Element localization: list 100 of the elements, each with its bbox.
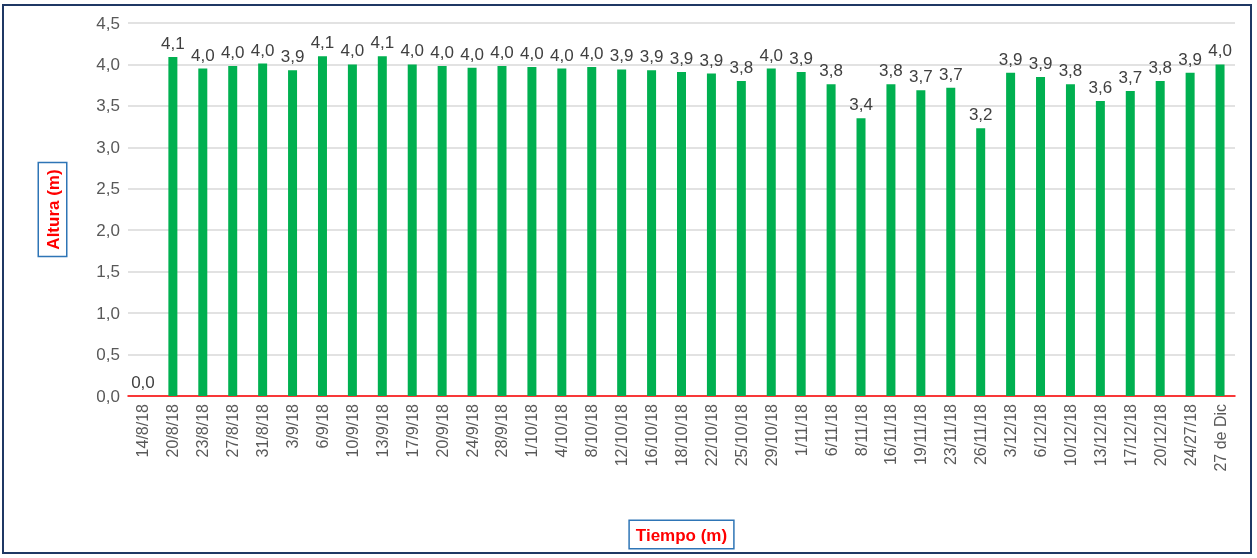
bar — [557, 68, 567, 396]
x-tick-label: 10/9/18 — [343, 403, 361, 458]
x-tick-label: 10/12/18 — [1061, 403, 1079, 467]
data-label: 3,7 — [1118, 67, 1143, 87]
data-label: 3,9 — [789, 48, 813, 68]
data-label: 3,9 — [1178, 49, 1202, 69]
x-tick-label: 31/8/18 — [254, 403, 272, 458]
bar — [1036, 76, 1046, 396]
bar — [467, 67, 477, 396]
data-label: 4,0 — [579, 43, 604, 63]
x-tick-label: 1/11/18 — [792, 403, 810, 457]
y-tick-label: 1,5 — [96, 262, 120, 282]
x-tick-label: 1/10/18 — [523, 403, 541, 458]
bar — [168, 56, 178, 396]
y-axis-title: Altura (m) — [44, 169, 63, 250]
x-tick-label: 16/10/18 — [643, 403, 661, 467]
data-label: 4,0 — [250, 40, 275, 60]
y-tick-label: 0,5 — [96, 345, 120, 365]
x-tick-label: 27 de Dic — [1211, 404, 1229, 472]
bar — [677, 71, 686, 396]
bar — [796, 71, 806, 396]
bar — [347, 64, 357, 396]
bar — [886, 84, 896, 396]
data-label: 3,7 — [938, 64, 963, 84]
data-label: 3,4 — [849, 95, 873, 115]
x-tick-label: 25/10/18 — [732, 403, 750, 467]
bar — [1006, 72, 1016, 396]
x-tick-label: 17/12/18 — [1121, 403, 1139, 467]
data-label: 4,0 — [759, 45, 784, 65]
data-label: 3,8 — [1148, 58, 1173, 78]
bar — [228, 66, 238, 396]
data-label: 3,9 — [998, 49, 1023, 69]
data-label: 3,9 — [1028, 53, 1053, 73]
data-label: 4,0 — [220, 43, 245, 63]
x-tick-label: 6/12/18 — [1032, 403, 1050, 458]
data-label: 4,1 — [370, 33, 395, 53]
bar — [1095, 100, 1105, 396]
bar — [1125, 90, 1135, 396]
data-label: 3,2 — [968, 105, 993, 125]
bar — [856, 118, 866, 396]
x-axis-title: Tiempo (m) — [635, 526, 728, 545]
x-tick-label: 16/11/18 — [882, 403, 900, 466]
x-tick-label: 8/10/18 — [583, 403, 601, 458]
bar — [647, 70, 657, 396]
y-tick-label: 4,0 — [96, 54, 120, 74]
data-label: 3,8 — [1058, 61, 1083, 81]
data-label: 3,8 — [819, 61, 843, 81]
x-tick-label: 20/9/18 — [433, 403, 451, 458]
bar — [706, 73, 716, 396]
data-label: 3,9 — [280, 47, 305, 67]
y-tick-label: 1,0 — [96, 303, 120, 323]
data-label: 3,6 — [1088, 77, 1113, 97]
data-label: 3,9 — [669, 48, 694, 68]
x-tick-label: 18/10/18 — [673, 403, 690, 467]
bar — [407, 64, 417, 396]
x-tick-label: 24/9/18 — [463, 403, 481, 458]
data-label: 4,0 — [1208, 41, 1232, 61]
bar — [288, 70, 298, 396]
x-tick-label: 20/8/18 — [164, 403, 182, 458]
y-tick-label: 2,0 — [96, 220, 120, 240]
data-label: 4,0 — [490, 43, 514, 63]
data-label: 3,8 — [729, 58, 754, 78]
bar — [946, 87, 956, 396]
data-label: 4,0 — [190, 45, 215, 65]
data-label: 4,0 — [430, 43, 454, 63]
x-tick-label: 3/9/18 — [284, 403, 302, 449]
x-tick-label: 3/12/18 — [1002, 403, 1020, 458]
bar — [617, 69, 627, 396]
data-label: 3,7 — [909, 67, 933, 87]
bar — [976, 128, 986, 396]
x-tick-label: 28/9/18 — [493, 403, 511, 458]
data-label: 4,1 — [161, 33, 185, 53]
x-tick-label: 6/11/18 — [822, 403, 840, 457]
x-tick-label: 22/10/18 — [702, 403, 720, 467]
x-tick-label: 26/11/18 — [972, 403, 990, 466]
bar — [258, 63, 268, 396]
data-label: 4,1 — [310, 33, 335, 53]
x-tick-label: 6/9/18 — [313, 403, 331, 449]
x-tick-label: 13/9/18 — [373, 403, 391, 458]
x-tick-label: 17/9/18 — [403, 403, 421, 458]
bar — [497, 66, 507, 396]
data-label: 4,0 — [400, 41, 425, 61]
x-tick-label: 4/10/18 — [553, 403, 571, 458]
bar — [766, 68, 776, 396]
bar — [377, 56, 387, 396]
data-label: 3,9 — [609, 46, 634, 66]
y-tick-label: 3,5 — [96, 96, 120, 116]
x-tick-label: 23/11/18 — [942, 403, 960, 466]
bar — [1185, 72, 1195, 396]
y-tick-label: 2,5 — [96, 179, 120, 199]
bar — [826, 84, 836, 396]
data-label: 3,9 — [699, 50, 724, 70]
x-tick-label: 12/10/18 — [613, 403, 631, 467]
data-label: 4,0 — [340, 41, 365, 61]
y-tick-label: 3,0 — [96, 137, 120, 157]
x-tick-label: 13/12/18 — [1091, 403, 1109, 467]
x-tick-label: 19/11/18 — [912, 403, 930, 466]
bar — [587, 66, 597, 396]
x-tick-label: 29/10/18 — [762, 403, 780, 467]
data-label: 4,0 — [460, 44, 484, 64]
